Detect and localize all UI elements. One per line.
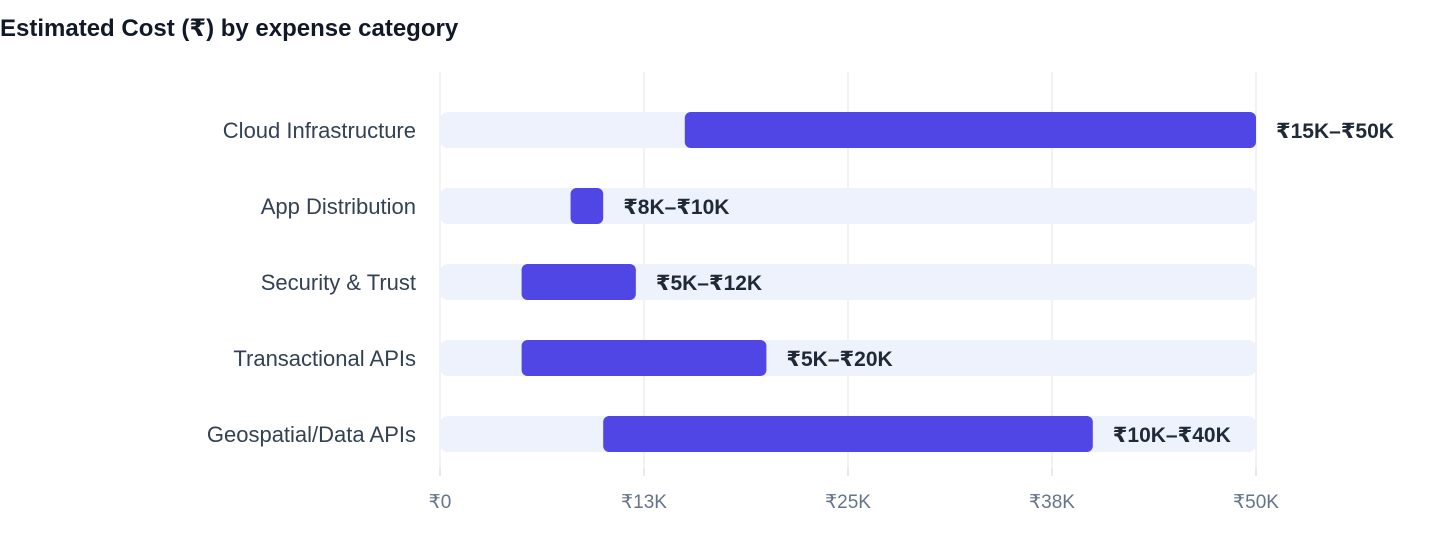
x-tick-label-4: ₹50K — [1233, 492, 1279, 513]
range-value-label: ₹15K–₹50K — [1276, 120, 1394, 143]
category-label: App Distribution — [261, 194, 416, 219]
range-value-label: ₹10K–₹40K — [1113, 424, 1231, 447]
range-bar — [521, 264, 636, 300]
category-label: Transactional APIs — [233, 346, 416, 371]
x-tick-label-0: ₹0 — [429, 492, 452, 513]
range-value-label: ₹5K–₹12K — [656, 272, 762, 295]
category-label: Geospatial/Data APIs — [207, 422, 416, 447]
range-bar — [570, 188, 604, 224]
category-label: Security & Trust — [261, 270, 416, 295]
x-tick-label-1: ₹13K — [621, 492, 667, 513]
bar-track — [440, 264, 1256, 300]
x-tick-label-2: ₹25K — [825, 492, 871, 513]
range-value-label: ₹8K–₹10K — [623, 196, 729, 219]
chart-title: Estimated Cost (₹) by expense category — [0, 15, 459, 42]
category-label: Cloud Infrastructure — [223, 118, 416, 143]
range-value-label: ₹5K–₹20K — [786, 348, 892, 371]
range-bar — [684, 112, 1256, 148]
range-bar — [521, 340, 767, 376]
range-bar — [603, 416, 1093, 452]
bar-track — [440, 188, 1256, 224]
x-tick-label-3: ₹38K — [1029, 492, 1075, 513]
